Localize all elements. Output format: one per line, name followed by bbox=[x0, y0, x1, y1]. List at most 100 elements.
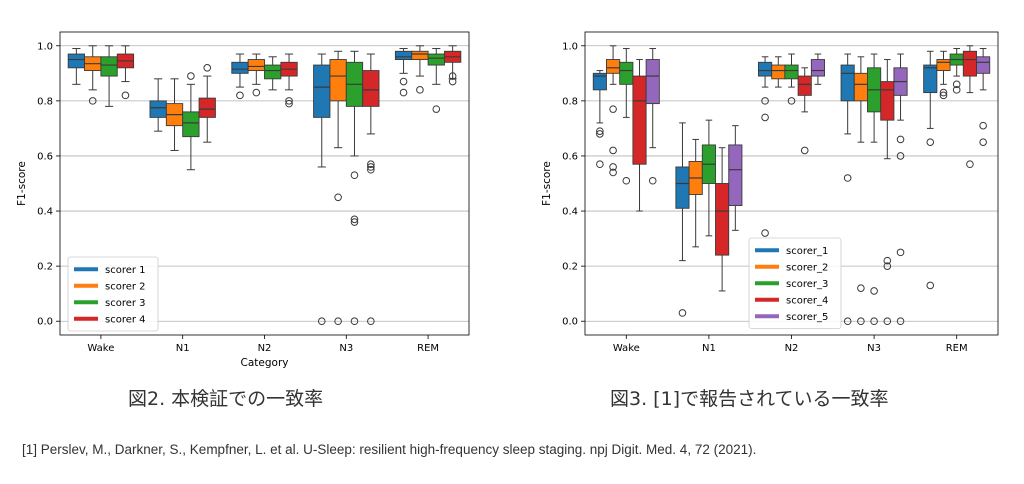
x-tick-label: N3 bbox=[867, 343, 881, 354]
x-tick-label: N1 bbox=[702, 343, 716, 354]
outlier-point bbox=[399, 88, 408, 97]
outlier-point bbox=[761, 229, 769, 237]
outlier-point bbox=[252, 88, 261, 97]
box-scorer-4-N2 bbox=[280, 53, 298, 108]
box-iqr bbox=[67, 53, 85, 69]
chart-1: 0.0 0.2 0.4 0.6 0.8 1.0 F1-score Category Wake N1… bbox=[16, 31, 470, 369]
box-iqr bbox=[606, 59, 621, 74]
outlier-point bbox=[367, 160, 375, 169]
box-scorer-2-REM bbox=[411, 45, 429, 94]
reference-text: [1] Perslev, M., Darkner, S., Kempfner, … bbox=[22, 442, 757, 457]
outlier-point bbox=[317, 317, 326, 326]
box-scorer-3-N1 bbox=[701, 119, 716, 237]
box-iqr bbox=[198, 97, 216, 118]
outlier-point bbox=[857, 317, 865, 326]
outlier-point bbox=[622, 176, 631, 185]
box-scorer-1-N2 bbox=[758, 56, 773, 237]
outlier-point bbox=[334, 193, 342, 202]
box-scorer-1-REM bbox=[394, 48, 413, 97]
outlier-point bbox=[350, 215, 359, 224]
outlier-point bbox=[883, 262, 892, 270]
box-iqr bbox=[394, 50, 413, 60]
box-scorer-4-N1 bbox=[715, 147, 730, 292]
box-scorer-1-Wake bbox=[592, 70, 607, 169]
outlier-point bbox=[399, 77, 408, 86]
box-scorer-3-REM bbox=[427, 48, 445, 113]
legend-label: scorer_2 bbox=[786, 262, 828, 273]
box-scorer-4-N2 bbox=[797, 67, 812, 155]
box-iqr bbox=[810, 59, 825, 77]
outlier-point bbox=[926, 281, 935, 290]
legend-label: scorer 1 bbox=[105, 265, 146, 276]
box-iqr bbox=[231, 61, 249, 74]
outlier-point bbox=[979, 121, 987, 130]
legend-label: scorer 2 bbox=[105, 281, 146, 292]
outlier-point bbox=[236, 91, 244, 100]
outlier-point bbox=[648, 176, 657, 185]
legend-frame bbox=[67, 256, 159, 332]
y-tick-label: 0.0 bbox=[37, 317, 53, 328]
box-scorer-4-N3 bbox=[880, 59, 895, 326]
outlier-point bbox=[350, 171, 359, 180]
outlier-point bbox=[432, 105, 441, 113]
y-tick-label: 0.6 bbox=[37, 151, 53, 162]
box-scorer-2-N2 bbox=[771, 56, 786, 88]
legend-frame bbox=[748, 237, 842, 329]
outlier-point bbox=[896, 248, 905, 257]
outlier-point bbox=[609, 105, 617, 113]
y-axis-label: F1-score bbox=[541, 161, 553, 206]
box-scorer-2-N2 bbox=[247, 53, 265, 97]
outlier-point bbox=[939, 91, 948, 100]
box-scorer-2-N3 bbox=[329, 50, 347, 326]
box-scorer-1-N3 bbox=[840, 53, 855, 326]
outlier-point bbox=[367, 317, 375, 326]
box-scorer-2-REM bbox=[936, 50, 951, 100]
box-iqr bbox=[247, 59, 265, 72]
box-scorer-2-N3 bbox=[853, 56, 868, 326]
outlier-point bbox=[843, 174, 852, 182]
box-scorer-4-Wake bbox=[116, 45, 135, 100]
outlier-point bbox=[870, 287, 878, 295]
outlier-point bbox=[350, 218, 359, 226]
x-tick-label: N1 bbox=[176, 343, 190, 354]
outlier-point bbox=[896, 135, 905, 144]
x-tick-label: N3 bbox=[339, 343, 353, 354]
x-axis-label: Category bbox=[241, 357, 289, 369]
outlier-point bbox=[979, 138, 987, 146]
outlier-point bbox=[966, 160, 974, 169]
box-iqr bbox=[923, 64, 938, 94]
y-tick-label: 1.0 bbox=[562, 41, 578, 52]
box-iqr bbox=[362, 70, 380, 107]
box-scorer-4-Wake bbox=[632, 59, 647, 212]
box-scorer-2-N1 bbox=[688, 138, 703, 248]
x-tick-label: N2 bbox=[258, 343, 272, 354]
box-iqr bbox=[936, 59, 951, 72]
legend-label: scorer 4 bbox=[105, 314, 146, 325]
box-iqr bbox=[264, 64, 282, 80]
y-axis-label: F1-score bbox=[16, 161, 28, 206]
y-tick-label: 0.2 bbox=[562, 262, 578, 273]
outlier-point bbox=[800, 146, 809, 155]
box-scorer-2-N1 bbox=[165, 78, 184, 151]
box-iqr bbox=[411, 50, 429, 60]
caption-left: 図2. 本検証での一致率 bbox=[128, 388, 324, 410]
outlier-point bbox=[609, 163, 617, 171]
box-scorer-3-N2 bbox=[264, 56, 282, 91]
outlier-point bbox=[926, 138, 935, 146]
box-iqr bbox=[880, 81, 895, 121]
box-iqr bbox=[619, 61, 634, 85]
y-tick-label: 0.8 bbox=[562, 96, 578, 107]
legend-label: scorer 3 bbox=[105, 298, 146, 309]
y-tick-label: 0.4 bbox=[37, 207, 53, 218]
box-scorer-3-Wake bbox=[100, 45, 118, 107]
x-tick-label: REM bbox=[946, 343, 968, 354]
box-scorer-4-N3 bbox=[362, 53, 380, 326]
legend: scorer 1 scorer 2 scorer 3 scorer 4 bbox=[67, 256, 159, 332]
y-tick-label: 1.0 bbox=[37, 41, 53, 52]
outlier-point bbox=[952, 86, 961, 94]
caption-right: 図3. [1]で報告されている一致率 bbox=[610, 388, 889, 410]
outlier-point bbox=[596, 160, 604, 169]
box-scorer-2-Wake bbox=[606, 45, 621, 177]
outlier-point bbox=[203, 64, 212, 72]
